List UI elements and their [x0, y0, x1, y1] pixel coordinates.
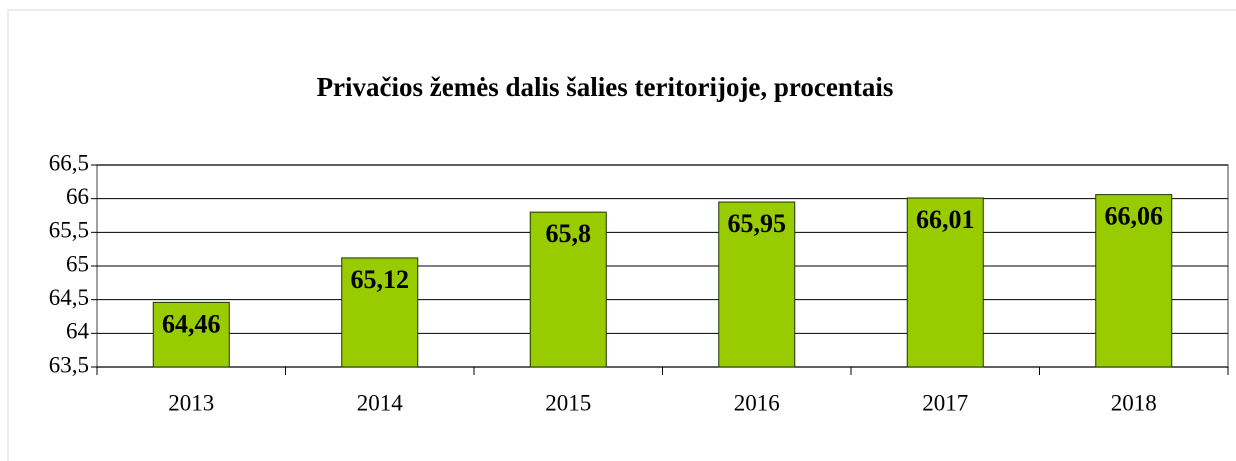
chart-frame — [7, 9, 1236, 461]
bar — [718, 201, 796, 368]
y-tick-label: 66 — [66, 184, 89, 209]
data-label: 66,01 — [916, 205, 975, 234]
data-label: 65,8 — [546, 219, 592, 248]
bar — [152, 301, 230, 368]
bar — [906, 197, 984, 368]
data-label: 65,12 — [351, 265, 410, 294]
x-tick-label: 2015 — [545, 390, 591, 415]
bar — [1095, 194, 1173, 368]
y-tick-label: 63,5 — [49, 352, 89, 377]
y-tick-label: 65 — [66, 251, 89, 276]
x-tick-label: 2013 — [168, 390, 214, 415]
data-label: 66,06 — [1105, 202, 1164, 231]
x-tick-label: 2016 — [734, 390, 780, 415]
y-tick-label: 65,5 — [49, 218, 89, 243]
data-label: 65,95 — [728, 209, 787, 238]
x-tick-label: 2018 — [1111, 390, 1157, 415]
x-tick-label: 2014 — [357, 390, 404, 415]
y-tick-label: 64 — [66, 319, 90, 344]
chart-title: Privačios žemės dalis šalies teritorijoj… — [317, 72, 894, 102]
y-tick-label: 64,5 — [49, 285, 89, 310]
bar — [341, 257, 419, 368]
bar — [529, 211, 607, 368]
x-tick-label: 2017 — [922, 390, 968, 415]
data-label: 64,46 — [162, 309, 221, 338]
y-tick-label: 66,5 — [49, 150, 89, 175]
